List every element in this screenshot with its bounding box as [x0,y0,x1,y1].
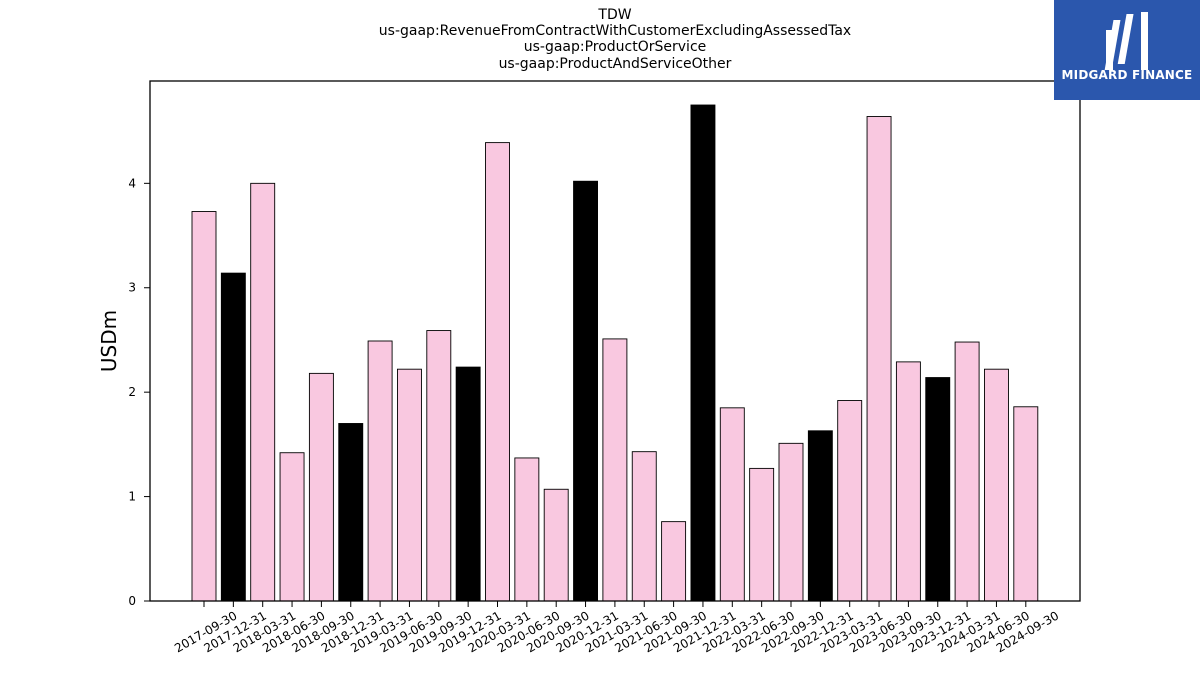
bar-2018-09-30 [308,372,334,602]
y-tick-label: 1 [128,490,136,504]
y-axis-label: USDm [97,310,121,372]
bar-2019-06-30 [397,368,422,602]
bar-2017-12-31 [220,272,246,602]
chart-subtitle-line: us-gaap:RevenueFromContractWithCustomerE… [378,23,852,39]
x-axis: 2017-09-302017-12-312018-03-312018-06-30… [172,601,1061,655]
midgard-logo-icon [1104,12,1148,70]
bar-2020-06-30 [514,457,540,602]
chart-subtitle-line: us-gaap:ProductAndServiceOther [498,56,732,72]
bars-group [191,104,1039,602]
bar-2022-12-31 [807,430,833,602]
y-tick-label: 4 [128,176,136,190]
bar-2019-03-31 [367,340,393,602]
bar-2023-12-31 [925,377,951,602]
bar-2023-03-31 [837,400,863,602]
chart-subtitle-line: us-gaap:ProductOrService [523,39,707,55]
bar-2019-09-30 [426,330,452,602]
y-tick-label: 2 [128,385,136,399]
bar-2020-09-30 [543,488,569,602]
bar-2022-09-30 [778,442,804,602]
bar-2023-09-30 [895,361,921,602]
bar-2018-12-31 [338,423,364,602]
y-axis: 0 1 2 3 4 [128,176,150,608]
chart-title-line: TDW [598,7,632,23]
bar-2019-12-31 [455,366,481,602]
bar-2020-12-31 [573,180,598,602]
bar-2018-06-30 [279,452,305,602]
bar-2021-06-30 [631,451,657,602]
bar-2022-03-31 [719,407,745,602]
bar-2021-12-31 [690,104,716,602]
logo: MIDGARD FINANCE [1054,0,1200,100]
bar-2024-03-31 [954,341,980,602]
bar-2023-06-30 [866,116,892,602]
bar-2021-03-31 [602,338,628,602]
y-tick-label: 3 [128,281,136,295]
bar-2021-09-30 [661,521,687,602]
bar-2024-09-30 [1013,406,1039,602]
y-tick-label: 0 [128,594,136,608]
bar-2018-03-31 [250,182,276,602]
logo-text: MIDGARD FINANCE [1061,68,1193,82]
bar-2024-06-30 [984,368,1009,602]
bar-2022-06-30 [749,467,775,602]
bar-2020-03-31 [485,142,510,602]
bar-2017-09-30 [191,211,217,602]
